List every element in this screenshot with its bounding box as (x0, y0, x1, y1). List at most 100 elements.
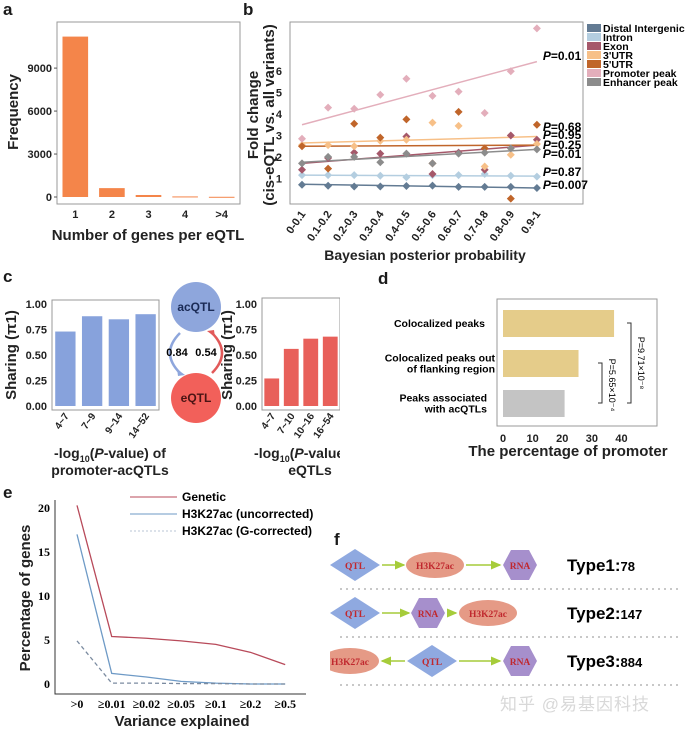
bar (55, 331, 76, 406)
data-point (298, 134, 306, 143)
panel-label-b: b (243, 0, 254, 19)
data-point (480, 148, 489, 157)
data-point (506, 67, 515, 76)
x-tick-label: 0.7-0.8 (462, 209, 491, 244)
acqtl-label: acQTL (177, 300, 214, 314)
legend-swatch (587, 60, 601, 68)
qtl-diamond-node (330, 549, 380, 581)
data-point (480, 109, 489, 117)
data-point (402, 173, 411, 182)
fit-line (301, 183, 537, 189)
arrow-acqtl-to-eqtl (168, 332, 181, 374)
data-point (350, 171, 359, 180)
chart-d: Colocalized peaks Colocalized peaks outof… (385, 298, 668, 460)
type-label: Type2:147 (567, 604, 642, 623)
bracket-2 (598, 362, 603, 404)
h3k27ac-ellipse-node (330, 648, 379, 674)
y-tick-label: 9000 (28, 63, 52, 75)
x-tick-label: >0 (71, 697, 84, 711)
data-point (376, 171, 385, 180)
panel-label-f: f (334, 530, 340, 549)
rna-hexagon-node (503, 550, 537, 580)
x-tick-label: 9~14 (103, 411, 125, 436)
data-point (532, 172, 541, 181)
data-point (324, 181, 333, 190)
x-tick-label: 40 (615, 433, 627, 445)
bar (503, 310, 615, 337)
bar (264, 378, 280, 406)
y-tick-label: 0.25 (26, 376, 47, 388)
x-axis-label-right: -log10(P-value) of (254, 445, 340, 464)
x-axis-label-right-2: eQTLs (288, 462, 332, 478)
data-point (454, 87, 463, 96)
data-point (428, 159, 437, 168)
y-tick-label: 0 (44, 677, 50, 691)
data-point (532, 145, 541, 154)
y-tick-label: 4 (276, 109, 283, 121)
data-point (324, 103, 333, 112)
p-value-annotation-1: P=9.71×10⁻⁸ (636, 337, 646, 390)
y-tick-label: 0.50 (26, 350, 47, 362)
bar (135, 194, 162, 197)
chart-a: 0 3000 6000 9000 1 2 3 4 >4 Frequency Number of… (5, 21, 245, 244)
plot-frame (56, 21, 241, 205)
legend-swatch (587, 33, 601, 41)
data-point (376, 133, 385, 142)
data-point (350, 119, 359, 128)
x-tick-label: 0.1-0.2 (305, 209, 334, 244)
x-tick-label: 4~7 (53, 411, 72, 432)
axes (54, 500, 306, 695)
y-tick-label: 2 (276, 152, 282, 164)
qtl-node-label: QTL (345, 562, 365, 572)
data-point (506, 150, 515, 159)
bar (81, 316, 103, 406)
data-point (298, 171, 306, 180)
y-tick-label: 5 (44, 633, 50, 647)
bar (99, 188, 125, 197)
series-line (76, 534, 286, 685)
data-point (324, 164, 333, 173)
legend-swatch (587, 42, 601, 50)
p-value-label: P=0.01 (543, 49, 582, 63)
data-point (506, 194, 515, 203)
data-point (298, 159, 306, 168)
x-tick-label: 7~9 (80, 411, 99, 432)
fit-line (301, 174, 537, 177)
data-point (298, 165, 306, 174)
data-point (428, 91, 437, 100)
panel-label-a: a (3, 0, 13, 19)
x-tick-label: 0.4-0.5 (383, 209, 412, 244)
legend-swatch (587, 69, 601, 77)
bar (135, 314, 156, 406)
bar (283, 348, 299, 406)
x-tick-label: 4 (182, 209, 189, 221)
bar (503, 350, 579, 377)
p-value-label: P=0.01 (543, 147, 582, 161)
plot-frame-right (261, 297, 340, 411)
data-point (298, 180, 306, 189)
y-tick-label: 10 (38, 589, 50, 603)
data-point (506, 144, 515, 153)
diagram-f: QTL H3K27ac RNA Type1:78 QTL RNA H3K27ac Type2:… (330, 549, 680, 686)
x-axis-label: Number of genes per eQTL (52, 227, 245, 244)
category-label: with acQTLs (424, 404, 488, 416)
data-point (350, 104, 359, 113)
y-axis-label-left: Sharing (π1) (3, 310, 20, 400)
data-point (350, 182, 359, 191)
data-point (454, 182, 463, 191)
data-point (532, 135, 541, 144)
legend-label: Exon (603, 41, 629, 53)
x-tick-label: 14~52 (127, 411, 152, 441)
p-value-label: P=0.95 (543, 128, 582, 142)
y-tick-label: 15 (38, 545, 50, 559)
qtl-diamond-node (330, 597, 380, 629)
rna-node-label: RNA (510, 658, 531, 668)
p-value-label: P=0.007 (543, 178, 588, 192)
arrow-head-icon (177, 369, 185, 376)
data-point (480, 162, 489, 171)
data-point (480, 144, 489, 153)
x-tick-label: 30 (586, 433, 598, 445)
x-tick-label: 0.2-0.3 (331, 209, 360, 244)
category-label: Colocalized peaks (394, 318, 485, 330)
